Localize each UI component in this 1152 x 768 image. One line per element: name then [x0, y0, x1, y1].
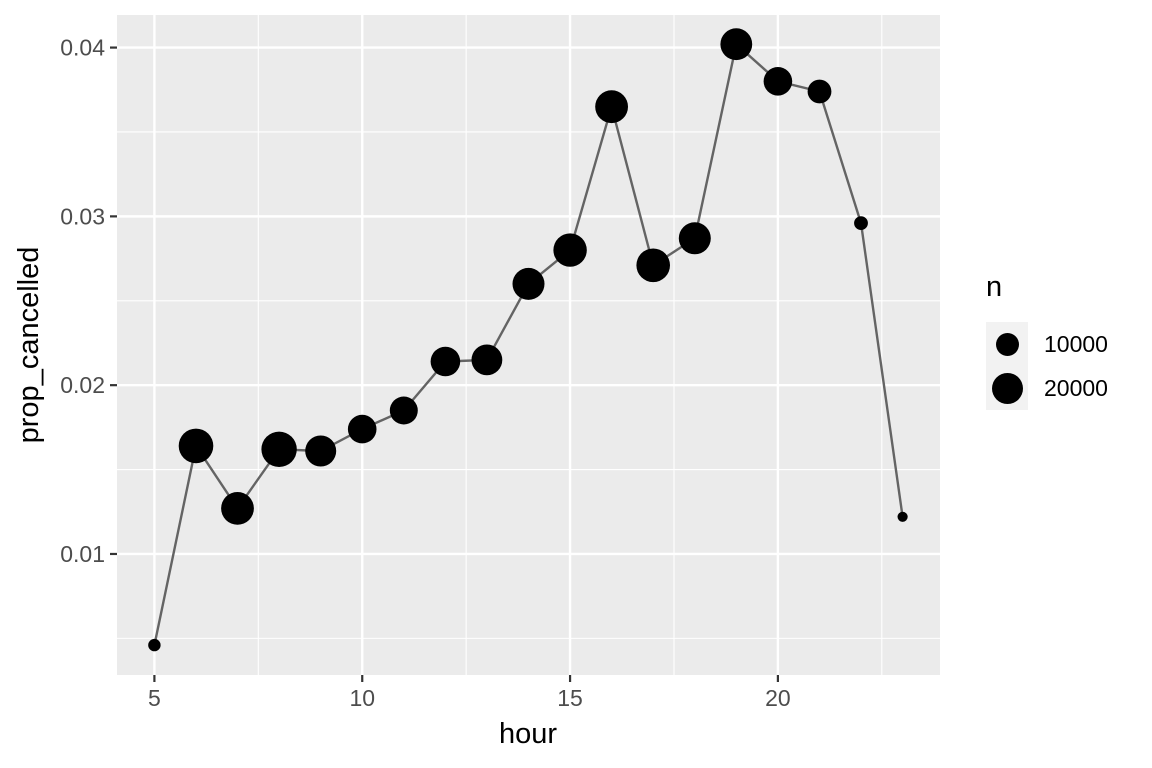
data-point: [897, 511, 908, 522]
legend-entry-label: 10000: [1044, 331, 1108, 357]
data-point: [553, 233, 587, 267]
legend-key: [986, 366, 1028, 410]
data-point: [430, 346, 461, 377]
panel-background: [117, 15, 940, 675]
legend: n 10000 20000: [986, 270, 1108, 410]
data-point: [347, 414, 377, 444]
data-point: [854, 216, 868, 231]
data-point: [305, 435, 337, 467]
legend-entry: 20000: [986, 366, 1108, 410]
y-tick-label: 0.04: [60, 35, 105, 61]
x-axis-title: hour: [498, 718, 558, 750]
legend-point-icon: [991, 372, 1023, 404]
data-point: [807, 79, 832, 104]
x-tick-label: 10: [349, 685, 375, 711]
x-tick-label: 5: [148, 685, 161, 711]
legend-entry: 10000: [986, 322, 1108, 366]
y-axis-title: prop_cancelled: [13, 246, 46, 444]
x-tick-label: 20: [765, 685, 791, 711]
y-tick-label: 0.03: [60, 203, 105, 229]
data-point: [148, 638, 161, 652]
data-point: [178, 428, 214, 464]
data-point: [720, 28, 753, 61]
data-point: [636, 248, 670, 283]
y-tick-label: 0.02: [60, 372, 105, 398]
legend-key: [986, 322, 1028, 366]
x-tick-label: 15: [557, 685, 583, 711]
data-point: [261, 431, 297, 467]
legend-keys: 10000 20000: [986, 322, 1108, 410]
data-point: [221, 492, 254, 525]
data-point: [595, 90, 628, 124]
data-point: [512, 267, 545, 300]
data-point: [389, 396, 418, 425]
data-point: [471, 344, 503, 376]
y-tick-label: 0.01: [60, 541, 105, 567]
legend-entry-label: 20000: [1044, 375, 1108, 401]
legend-title: n: [986, 271, 1003, 303]
data-point: [678, 222, 711, 255]
data-point: [763, 67, 793, 96]
legend-point-icon: [995, 332, 1019, 356]
